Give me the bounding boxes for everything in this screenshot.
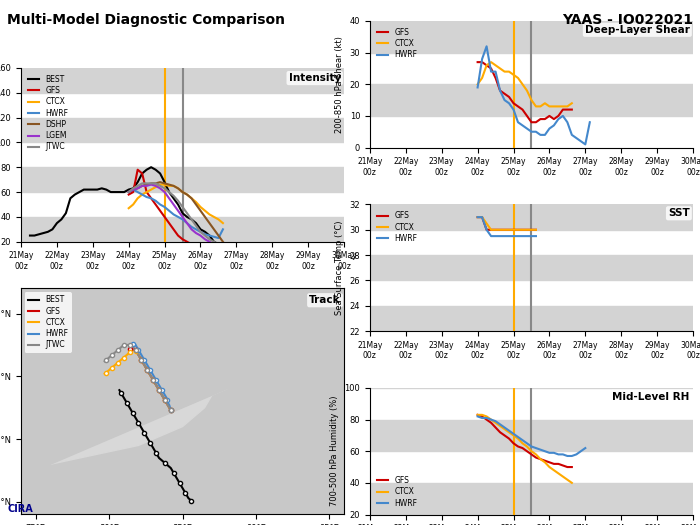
Bar (370, 483, 693, 514)
Legend: GFS, CTCX, HWRF: GFS, CTCX, HWRF (374, 208, 421, 246)
Legend: BEST, GFS, CTCX, HWRF, JTWC: BEST, GFS, CTCX, HWRF, JTWC (25, 292, 71, 352)
Bar (21, 118, 344, 142)
Polygon shape (21, 288, 344, 514)
Polygon shape (21, 288, 227, 464)
Text: YAAS - IO022021: YAAS - IO022021 (562, 13, 693, 27)
Bar (21, 167, 344, 192)
Bar (370, 85, 693, 116)
Text: Multi-Model Diagnostic Comparison: Multi-Model Diagnostic Comparison (7, 13, 285, 27)
Text: SST: SST (668, 208, 690, 218)
Text: Mid-Level RH: Mid-Level RH (612, 392, 690, 402)
Text: Track: Track (309, 295, 341, 305)
Polygon shape (21, 288, 286, 477)
Y-axis label: 200-850 hPa Shear (kt): 200-850 hPa Shear (kt) (335, 36, 344, 133)
Text: CIRA: CIRA (7, 505, 33, 514)
Y-axis label: Sea Surface Temp (°C): Sea Surface Temp (°C) (335, 220, 344, 315)
Text: Deep-Layer Shear: Deep-Layer Shear (585, 25, 690, 35)
Legend: BEST, GFS, CTCX, HWRF, DSHP, LGEM, JTWC: BEST, GFS, CTCX, HWRF, DSHP, LGEM, JTWC (25, 72, 71, 154)
Bar (370, 419, 693, 451)
Text: Intensity: Intensity (288, 73, 341, 83)
Bar (370, 204, 693, 230)
Bar (21, 217, 344, 242)
Legend: GFS, CTCX, HWRF: GFS, CTCX, HWRF (374, 25, 421, 62)
Bar (370, 255, 693, 280)
Bar (21, 68, 344, 93)
Bar (370, 21, 693, 52)
Bar (370, 306, 693, 331)
Legend: GFS, CTCX, HWRF: GFS, CTCX, HWRF (374, 473, 421, 511)
Y-axis label: 700-500 hPa Humidity (%): 700-500 hPa Humidity (%) (330, 396, 339, 507)
